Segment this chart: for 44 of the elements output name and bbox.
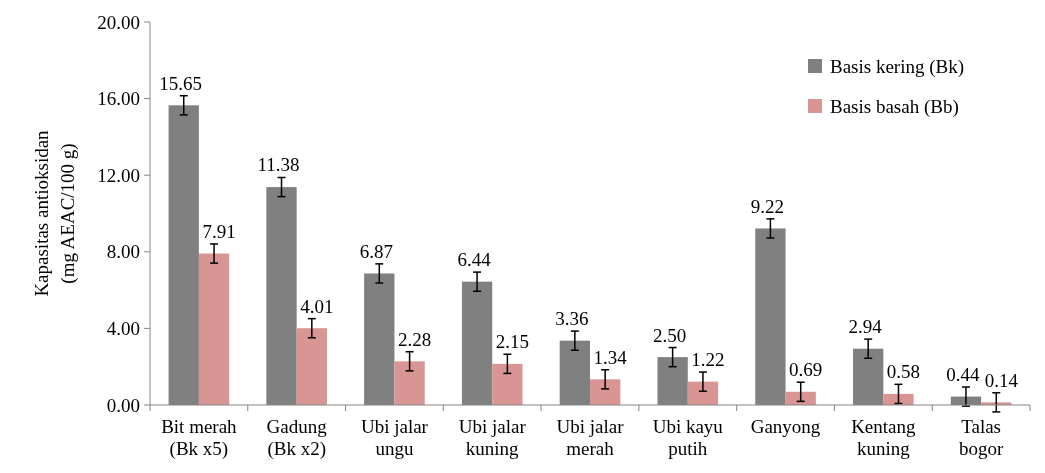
data-label: 6.87 (359, 240, 393, 262)
data-label: 7.91 (202, 220, 236, 242)
bar (394, 361, 425, 405)
bar (492, 363, 523, 405)
data-label: 9.22 (750, 195, 785, 217)
data-label: 0.14 (984, 369, 1019, 391)
data-label: 2.15 (495, 331, 529, 353)
data-label: 3.36 (555, 308, 589, 330)
bar (198, 253, 230, 405)
x-tick-label: Ubi kayu putih (652, 416, 724, 459)
y-tick-label: 12.00 (97, 164, 140, 186)
data-label: 2.94 (848, 316, 883, 338)
data-label: 2.28 (397, 328, 432, 350)
bar (590, 379, 621, 405)
data-label: 0.69 (789, 359, 823, 381)
data-label: 15.65 (159, 72, 203, 94)
x-tick-label: Kentang kuning (851, 416, 917, 459)
bar (883, 393, 914, 405)
bar (687, 381, 719, 405)
y-tick-label: 20.00 (97, 11, 140, 33)
data-label: 4.01 (300, 295, 334, 317)
legend-label: Basis basah (Bb) (830, 95, 959, 118)
x-tick-label: Ganyong (750, 416, 821, 437)
y-tick-label: 0.00 (106, 394, 140, 416)
bar (296, 328, 327, 405)
bar (785, 391, 816, 405)
data-label: 6.44 (457, 249, 492, 271)
data-label: 1.34 (593, 346, 628, 368)
data-label: 2.50 (653, 324, 687, 346)
x-tick-label: Gadung (Bk x2) (266, 416, 328, 460)
data-label: 0.58 (886, 361, 921, 383)
y-tick-label: 8.00 (106, 241, 140, 263)
data-label: 11.38 (257, 154, 300, 176)
legend-label: Basis kering (Bk) (830, 55, 965, 78)
data-label: 1.22 (691, 349, 725, 371)
y-tick-label: 4.00 (106, 318, 140, 340)
y-axis-title: Kapasitas antioksidan (mg AEAC/100 g) (31, 129, 79, 297)
x-tick-label: Ubi jalar merah (556, 416, 625, 459)
y-tick-label: 16.00 (97, 88, 140, 110)
x-tick-label: Bit merah (Bk x5) (161, 416, 238, 460)
data-label: 0.44 (946, 364, 981, 385)
x-tick-label: Ubi jalar ungu (360, 416, 429, 459)
x-tick-label: Ubi jalar kuning (458, 416, 527, 459)
x-tick-label: Talas bogor (958, 416, 1004, 459)
